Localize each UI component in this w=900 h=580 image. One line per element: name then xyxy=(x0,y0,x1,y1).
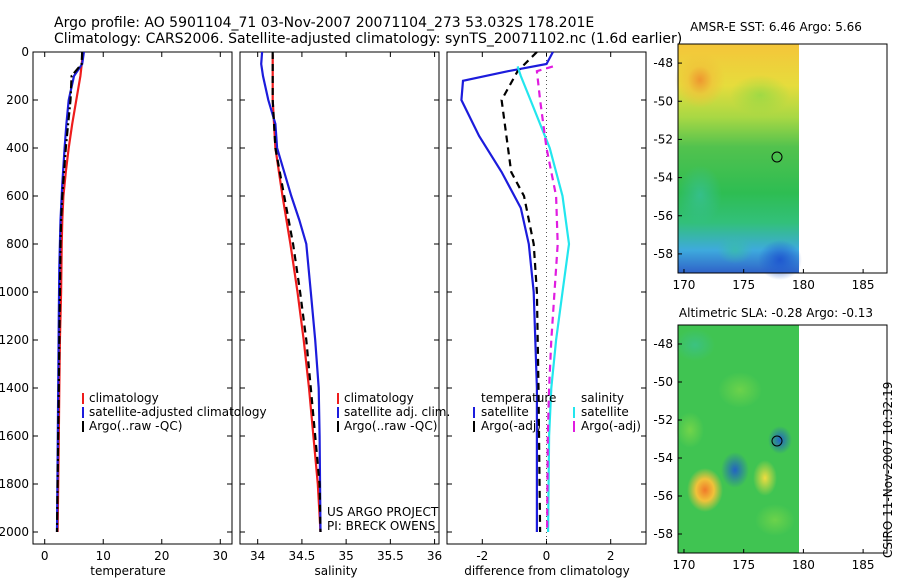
csiro-timestamp: CSIRO 11-Nov-2007 10:32:19 xyxy=(881,382,895,558)
legend-sal-satellite: satellite xyxy=(581,405,629,419)
map-y-tick-label: -58 xyxy=(653,527,673,541)
legend-satellite-adj-clim: satellite adj. clim. xyxy=(344,405,450,419)
difference-legend: temperature satellite Argo(-adj) salinit… xyxy=(473,391,641,433)
difference-panel-frame xyxy=(446,51,647,545)
map-x-tick-label: 170 xyxy=(673,278,696,292)
y-tick-label: 200 xyxy=(6,93,29,107)
temperature-panel-frame xyxy=(32,51,233,545)
legend-temp-argo: Argo(-adj) xyxy=(481,419,541,433)
legend-climatology-sal: climatology xyxy=(344,391,414,405)
figure-subtitle: Climatology: CARS2006. Satellite-adjuste… xyxy=(54,31,683,47)
x-tick-label: 34 xyxy=(250,549,265,563)
y-tick-label: 400 xyxy=(6,141,29,155)
legend-temperature-heading: temperature xyxy=(481,391,556,405)
legend-satellite-adjusted: satellite-adjusted climatology xyxy=(89,405,267,419)
map-x-tick-label: 170 xyxy=(673,558,696,572)
sla-map-title: Altimetric SLA: -0.28 Argo: -0.13 xyxy=(679,306,873,320)
legend-salinity-heading: salinity xyxy=(581,391,624,405)
map-x-tick-label: 180 xyxy=(792,278,815,292)
y-tick-label: 0 xyxy=(21,45,29,59)
y-tick-label: 2000 xyxy=(0,525,29,539)
series-line-climatology xyxy=(56,54,84,533)
x-tick-label: -2 xyxy=(476,549,488,563)
map-y-tick-label: -56 xyxy=(653,209,673,223)
legend-argo-sal: Argo(..raw -QC) xyxy=(344,419,437,433)
y-tick-label: 1800 xyxy=(0,477,29,491)
depth-tick-labels: 0 200 400 600 800 1000 1200 1400 1600 1800 2000 xyxy=(0,45,29,539)
map-x-tick-label: 185 xyxy=(852,558,875,572)
temperature-legend: climatology satellite-adjusted climatolo… xyxy=(82,391,267,433)
x-tick-label: 2 xyxy=(607,549,615,563)
salinity-panel-frame xyxy=(239,51,440,545)
series-line-argo-raw-qc- xyxy=(55,51,84,533)
series-line-salinity-satellite xyxy=(516,66,571,533)
sla-map-axes: 170 175 180 185 -48 -50 -52 -54 -56 -58 xyxy=(653,337,874,572)
x-tick-label: 0 xyxy=(41,549,49,563)
y-tick-label: 1200 xyxy=(0,333,29,347)
x-tick-label: 30 xyxy=(213,549,228,563)
y-tick-label: 600 xyxy=(6,189,29,203)
profile-lines xyxy=(55,51,571,533)
legend-argo: Argo(..raw -QC) xyxy=(89,419,182,433)
profile-axes: 0 10 20 30 34 34.5 35 35.5 36 -2 0 2 xyxy=(33,51,646,563)
x-tick-label: 35 xyxy=(338,549,353,563)
series-line-temperature-argo-adj- xyxy=(500,51,542,533)
map-x-tick-label: 175 xyxy=(732,278,755,292)
map-y-tick-label: -52 xyxy=(653,132,673,146)
map-y-tick-label: -50 xyxy=(653,94,673,108)
map-x-tick-label: 175 xyxy=(732,558,755,572)
figure-title: Argo profile: AO 5901104_71 03-Nov-2007 … xyxy=(54,15,595,31)
difference-xlabel: difference from climatology xyxy=(464,564,630,578)
legend-sal-argo: Argo(-adj) xyxy=(581,419,641,433)
sst-map xyxy=(675,43,888,280)
legend-climatology: climatology xyxy=(89,391,159,405)
x-tick-label: 0 xyxy=(543,549,551,563)
y-tick-label: 1600 xyxy=(0,429,29,443)
sst-map-title: AMSR-E SST: 6.46 Argo: 5.66 xyxy=(690,20,862,34)
temperature-xlabel: temperature xyxy=(90,564,165,578)
project-label: US ARGO PROJECT xyxy=(327,505,439,519)
x-tick-label: 34.5 xyxy=(289,549,316,563)
map-y-tick-label: -48 xyxy=(653,56,673,70)
map-y-tick-label: -52 xyxy=(653,413,673,427)
y-tick-label: 800 xyxy=(6,237,29,251)
map-y-tick-label: -58 xyxy=(653,247,673,261)
sla-map xyxy=(675,324,888,554)
map-x-tick-label: 185 xyxy=(852,278,875,292)
salinity-xlabel: salinity xyxy=(314,564,357,578)
y-tick-label: 1000 xyxy=(0,285,29,299)
sla-float-marker xyxy=(771,435,783,447)
series-line-temperature-satellite xyxy=(460,51,554,532)
map-y-tick-label: -54 xyxy=(653,171,673,185)
series-line-climatology xyxy=(271,54,322,533)
x-tick-label: 35.5 xyxy=(377,549,404,563)
x-tick-label: 20 xyxy=(154,549,169,563)
sst-map-axes: 170 175 180 185 -48 -50 -52 -54 -56 -58 xyxy=(653,56,874,292)
salinity-legend: climatology satellite adj. clim. Argo(..… xyxy=(327,391,450,533)
pi-label: PI: BRECK OWENS xyxy=(327,519,435,533)
series-line-salinity-argo-adj- xyxy=(535,65,559,533)
x-tick-label: 36 xyxy=(427,549,442,563)
map-x-tick-label: 180 xyxy=(792,558,815,572)
map-y-tick-label: -48 xyxy=(653,337,673,351)
map-y-tick-label: -50 xyxy=(653,375,673,389)
series-line-satellite-adj-clim- xyxy=(260,51,322,533)
series-line-argo-raw-qc- xyxy=(271,52,322,533)
map-y-tick-label: -54 xyxy=(653,451,673,465)
x-tick-label: 10 xyxy=(96,549,111,563)
y-tick-label: 1400 xyxy=(0,381,29,395)
legend-temp-satellite: satellite xyxy=(481,405,529,419)
sst-float-marker xyxy=(771,151,783,163)
map-y-tick-label: -56 xyxy=(653,489,673,503)
